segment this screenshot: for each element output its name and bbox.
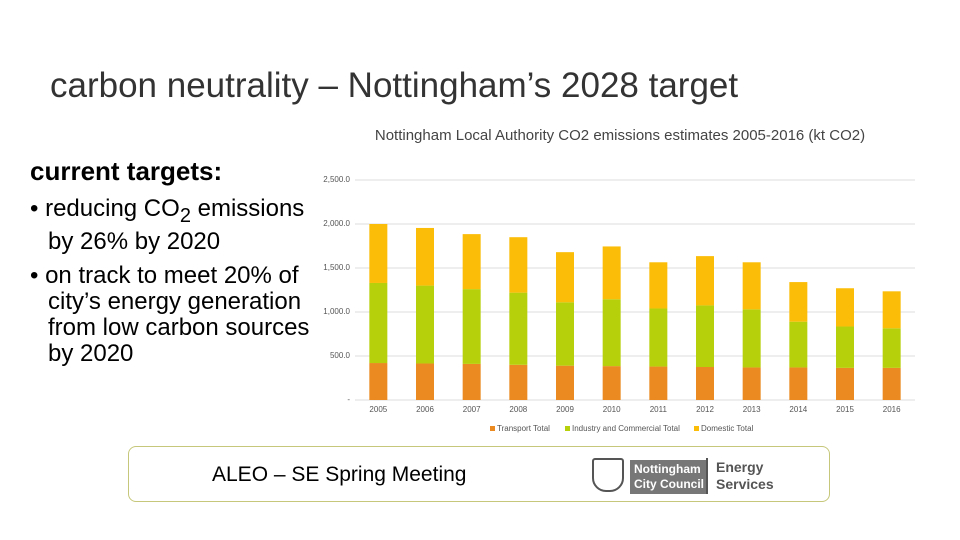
legend-label: Industry and Commercial Total — [572, 424, 680, 433]
bar-segment — [789, 367, 808, 400]
bar-segment — [836, 288, 854, 327]
bar-segment — [369, 282, 388, 364]
y-tick-label: - — [347, 395, 350, 404]
bullet: on track to meet 20% of city’s energy ge… — [30, 261, 312, 367]
bar-segment — [742, 367, 761, 400]
bar-segment — [462, 234, 481, 290]
bar-segment — [789, 282, 808, 322]
brand-text: Services — [716, 476, 774, 492]
crest — [592, 458, 624, 492]
bar-segment — [696, 256, 714, 306]
logo-text: City Council — [634, 477, 705, 491]
x-tick-label: 2014 — [789, 405, 807, 414]
x-tick-label: 2008 — [509, 405, 527, 414]
bullet-list: reducing CO2 emissions by 26% by 2020 on… — [30, 196, 312, 375]
bar-segment — [369, 224, 388, 283]
bar-segment — [882, 291, 901, 329]
bar-segment — [556, 302, 574, 366]
legend-label: Transport Total — [497, 424, 550, 433]
bullet-text: emissions by 26% by 2020 — [48, 195, 305, 255]
bar-segment — [369, 363, 388, 400]
bar-segment — [462, 363, 481, 400]
bar-segment — [556, 365, 574, 400]
x-tick-label: 2013 — [743, 405, 761, 414]
y-tick-label: 2,500.0 — [323, 175, 350, 184]
subscript: 2 — [179, 204, 191, 227]
bar-segment — [509, 237, 528, 293]
bar-segment — [882, 367, 901, 400]
x-tick-label: 2015 — [836, 405, 854, 414]
brand: Energy Services — [716, 459, 774, 493]
logo: Nottingham City Council — [630, 460, 709, 494]
y-tick-label: 2,000.0 — [323, 219, 350, 228]
bar-segment — [696, 305, 714, 367]
slide-title: carbon neutrality – Nottingham’s 2028 ta… — [50, 66, 739, 105]
y-tick-label: 1,000.0 — [323, 307, 350, 316]
bar-segment — [789, 321, 808, 368]
bar-segment — [602, 246, 621, 300]
bar-segment — [836, 367, 854, 400]
bullet: reducing CO2 emissions by 26% by 2020 — [30, 196, 312, 255]
logo-text: Nottingham — [634, 462, 701, 476]
divider — [706, 458, 708, 494]
bar-segment — [509, 292, 528, 365]
legend-swatch — [694, 426, 699, 431]
x-tick-label: 2010 — [603, 405, 621, 414]
bar-segment — [602, 366, 621, 400]
legend-label: Domestic Total — [701, 424, 754, 433]
legend-swatch — [565, 426, 570, 431]
brand-text: Energy — [716, 459, 764, 475]
legend-swatch — [490, 426, 495, 431]
subheading: current targets: — [30, 156, 223, 186]
bar-segment — [649, 308, 668, 367]
bar-segment — [416, 227, 434, 286]
x-tick-label: 2005 — [369, 405, 387, 414]
bar-segment — [649, 366, 668, 400]
x-tick-label: 2011 — [650, 405, 668, 414]
bullet-text: reducing CO — [45, 195, 180, 222]
bar-segment — [509, 364, 528, 400]
bar-segment — [416, 363, 434, 400]
footer-text: ALEO – SE Spring Meeting — [212, 463, 467, 486]
y-tick-label: 500.0 — [330, 351, 351, 360]
bar-segment — [696, 367, 714, 400]
x-tick-label: 2016 — [883, 405, 901, 414]
bar-segment — [462, 289, 481, 364]
bar-segment — [649, 262, 668, 309]
x-tick-label: 2009 — [556, 405, 574, 414]
bar-segment — [416, 285, 434, 364]
bar-segment — [742, 309, 761, 368]
footer-box — [128, 446, 830, 502]
bar-segment — [742, 262, 761, 310]
bar-segment — [836, 326, 854, 368]
y-tick-label: 1,500.0 — [323, 263, 350, 272]
x-tick-label: 2012 — [696, 405, 714, 414]
bar-segment — [602, 299, 621, 367]
bar-segment — [882, 328, 901, 368]
chart-title: Nottingham Local Authority CO2 emissions… — [374, 127, 866, 144]
bar-segment — [556, 252, 574, 303]
x-tick-label: 2006 — [416, 405, 434, 414]
x-tick-label: 2007 — [463, 405, 481, 414]
bullet-text: on track to meet 20% of city’s energy ge… — [45, 261, 310, 367]
